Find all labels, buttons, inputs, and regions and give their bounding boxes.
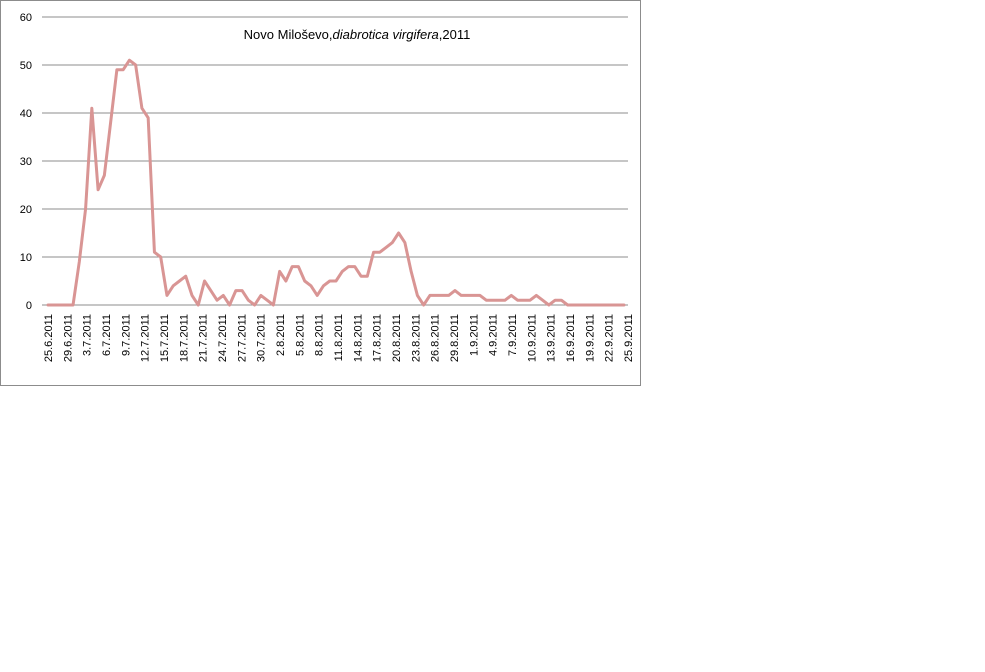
x-tick-label: 25.6.2011 bbox=[43, 314, 55, 362]
x-tick-label: 21.7.2011 bbox=[198, 314, 210, 362]
x-tick-label: 26.8.2011 bbox=[430, 314, 442, 362]
chart-title-italic: diabrotica virgifera bbox=[333, 27, 439, 42]
x-tick-label: 11.8.2011 bbox=[333, 314, 345, 361]
x-tick-label: 29.8.2011 bbox=[449, 314, 461, 362]
x-tick-label: 30.7.2011 bbox=[256, 314, 268, 362]
y-axis-ticks: 0 10 20 30 40 50 60 bbox=[20, 12, 32, 312]
x-tick-label: 7.9.2011 bbox=[507, 314, 519, 356]
x-tick-label: 9.7.2011 bbox=[120, 314, 132, 356]
gridlines bbox=[42, 16, 628, 306]
y-tick-label: 30 bbox=[20, 156, 32, 168]
x-tick-label: 23.8.2011 bbox=[410, 314, 422, 362]
x-tick-label: 1.9.2011 bbox=[468, 314, 480, 356]
x-tick-label: 8.8.2011 bbox=[314, 314, 326, 356]
y-tick-label: 50 bbox=[20, 60, 32, 72]
x-tick-label: 24.7.2011 bbox=[217, 314, 229, 362]
x-tick-label: 14.8.2011 bbox=[352, 314, 364, 362]
y-tick-label: 40 bbox=[20, 108, 32, 120]
chart-title-plain: Novo Miloševo, bbox=[244, 27, 333, 42]
x-tick-label: 5.8.2011 bbox=[294, 314, 306, 356]
chart-frame: 0 10 20 30 40 50 60 25.6.2011 29.6.2011 3.7.2011… bbox=[0, 0, 641, 386]
line-chart: 0 10 20 30 40 50 60 25.6.2011 29.6.2011 3.7.2011… bbox=[20, 12, 635, 362]
series-line bbox=[46, 58, 626, 307]
x-tick-label: 27.7.2011 bbox=[236, 314, 248, 362]
x-tick-label: 15.7.2011 bbox=[159, 314, 171, 362]
x-tick-label: 6.7.2011 bbox=[101, 314, 113, 356]
x-tick-label: 10.9.2011 bbox=[526, 314, 538, 362]
chart-title: Novo Miloševo,diabrotica virgifera,2011 bbox=[244, 27, 471, 42]
x-tick-label: 25.9.2011 bbox=[623, 314, 635, 362]
y-tick-label: 10 bbox=[20, 252, 32, 264]
x-tick-label: 12.7.2011 bbox=[140, 314, 152, 362]
y-tick-label: 20 bbox=[20, 204, 32, 216]
x-axis-ticks: 25.6.2011 29.6.2011 3.7.2011 6.7.2011 9.7.20… bbox=[43, 314, 635, 362]
chart-title-end: ,2011 bbox=[439, 27, 471, 42]
x-tick-label: 20.8.2011 bbox=[391, 314, 403, 362]
x-tick-label: 18.7.2011 bbox=[178, 314, 190, 362]
y-tick-label: 0 bbox=[26, 300, 32, 312]
x-tick-label: 3.7.2011 bbox=[82, 314, 94, 356]
x-tick-label: 16.9.2011 bbox=[565, 314, 577, 362]
x-tick-label: 4.9.2011 bbox=[488, 314, 500, 356]
x-tick-label: 19.9.2011 bbox=[584, 314, 596, 362]
x-tick-label: 2.8.2011 bbox=[275, 314, 287, 356]
y-tick-label: 60 bbox=[20, 12, 32, 24]
x-tick-label: 22.9.2011 bbox=[604, 314, 616, 362]
x-tick-label: 17.8.2011 bbox=[372, 314, 384, 362]
x-tick-label: 29.6.2011 bbox=[62, 314, 74, 362]
x-tick-label: 13.9.2011 bbox=[546, 314, 558, 362]
